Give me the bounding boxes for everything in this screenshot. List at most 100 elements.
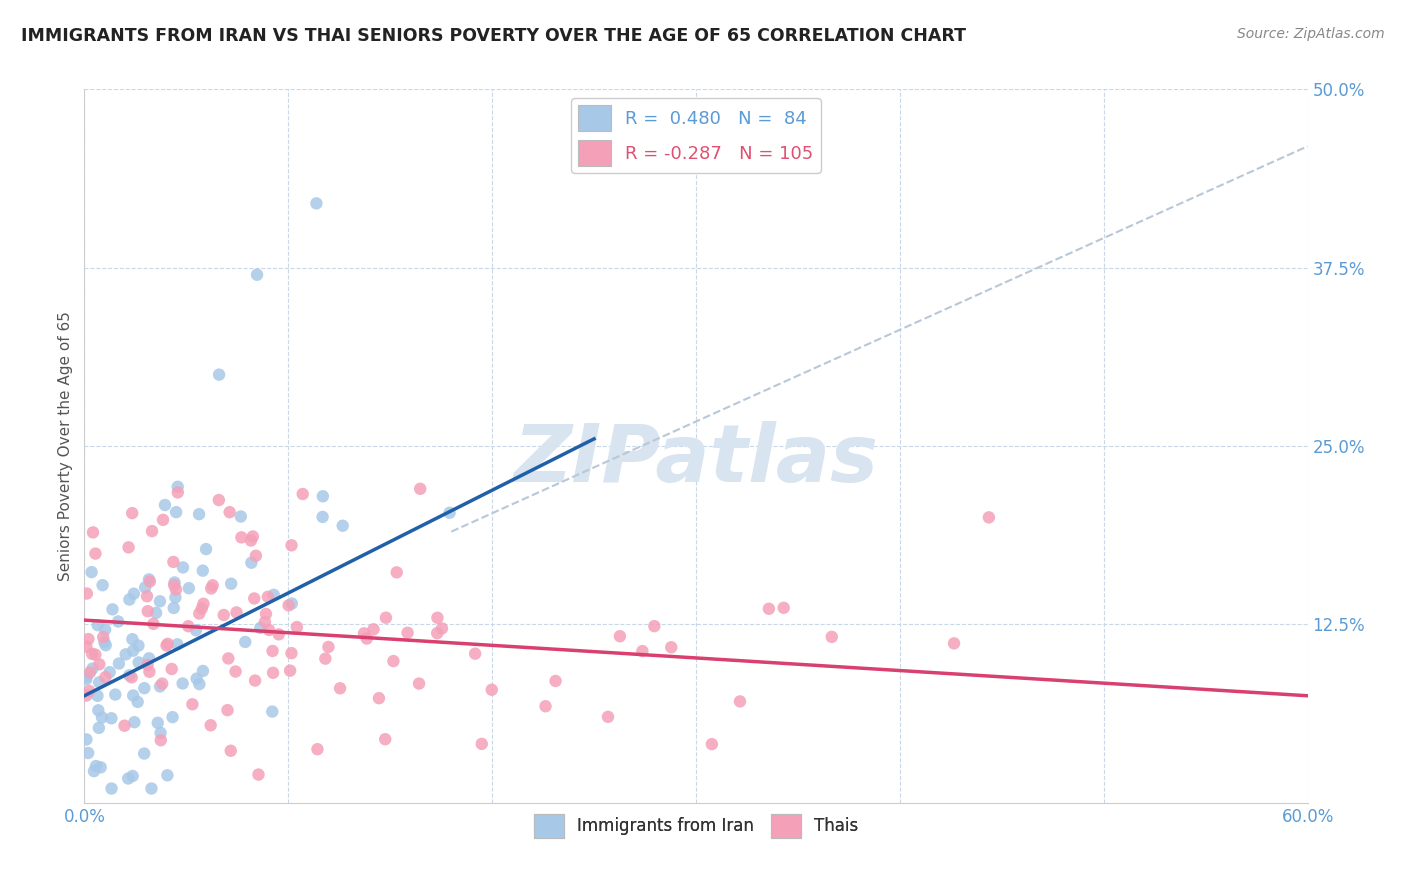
Point <box>184 624 207 638</box>
Point <box>212 607 235 622</box>
Point <box>134 681 156 695</box>
Point <box>138 651 160 665</box>
Point <box>219 576 242 591</box>
Text: Source: ZipAtlas.com: Source: ZipAtlas.com <box>1237 27 1385 41</box>
Point <box>117 541 139 555</box>
Point <box>127 639 149 653</box>
Y-axis label: Seniors Poverty Over the Age of 65: Seniors Poverty Over the Age of 65 <box>58 311 73 581</box>
Point <box>243 591 266 606</box>
Point <box>163 575 186 590</box>
Point <box>291 487 314 501</box>
Point <box>191 601 214 615</box>
Point <box>188 607 211 621</box>
Point <box>152 513 174 527</box>
Point <box>80 565 103 579</box>
Point <box>243 673 266 688</box>
Point <box>643 619 665 633</box>
Point <box>107 615 129 629</box>
Point <box>242 529 264 543</box>
Point <box>165 591 187 605</box>
Point <box>218 505 240 519</box>
Point <box>118 668 141 682</box>
Point <box>104 688 127 702</box>
Point <box>84 648 107 662</box>
Point <box>75 672 97 686</box>
Point <box>153 498 176 512</box>
Point <box>124 715 146 730</box>
Point <box>191 664 214 678</box>
Point <box>977 510 1000 524</box>
Point <box>89 675 111 690</box>
Legend: Immigrants from Iran, Thais: Immigrants from Iran, Thais <box>527 807 865 845</box>
Point <box>225 665 247 679</box>
Point <box>86 689 108 703</box>
Point <box>609 629 631 643</box>
Point <box>149 733 172 747</box>
Point <box>172 676 194 690</box>
Point <box>118 592 141 607</box>
Point <box>280 538 302 552</box>
Point <box>396 625 419 640</box>
Point <box>186 672 208 686</box>
Point <box>382 654 405 668</box>
Point <box>247 767 270 781</box>
Point <box>141 524 163 538</box>
Point <box>136 604 159 618</box>
Point <box>136 589 159 603</box>
Point <box>122 689 145 703</box>
Point <box>408 676 430 690</box>
Point <box>305 196 328 211</box>
Point <box>262 665 284 680</box>
Point <box>149 594 172 608</box>
Point <box>114 648 136 662</box>
Point <box>138 573 160 587</box>
Point <box>758 601 780 615</box>
Point <box>142 616 165 631</box>
Point <box>257 623 280 637</box>
Point <box>162 555 184 569</box>
Point <box>249 621 271 635</box>
Point <box>83 764 105 779</box>
Point <box>108 657 131 671</box>
Point <box>94 623 117 637</box>
Point <box>246 268 269 282</box>
Point <box>89 657 111 672</box>
Point <box>385 566 408 580</box>
Point <box>307 742 329 756</box>
Point <box>149 726 172 740</box>
Point <box>596 710 619 724</box>
Point <box>122 643 145 657</box>
Point <box>943 636 966 650</box>
Text: ZIPatlas: ZIPatlas <box>513 421 879 500</box>
Point <box>134 747 156 761</box>
Point <box>332 518 354 533</box>
Point <box>464 647 486 661</box>
Point <box>82 647 104 661</box>
Point <box>127 695 149 709</box>
Point <box>188 507 211 521</box>
Point <box>82 525 104 540</box>
Point <box>94 670 117 684</box>
Point <box>87 703 110 717</box>
Point <box>91 710 114 724</box>
Point <box>121 632 143 647</box>
Point <box>121 670 143 684</box>
Point <box>426 626 449 640</box>
Point <box>363 623 385 637</box>
Point <box>117 772 139 786</box>
Point <box>79 665 101 680</box>
Point <box>217 703 239 717</box>
Point <box>267 627 290 641</box>
Point <box>262 705 284 719</box>
Point <box>191 564 214 578</box>
Point <box>75 670 97 684</box>
Point <box>225 606 247 620</box>
Point <box>229 509 252 524</box>
Point <box>76 586 98 600</box>
Point <box>84 759 107 773</box>
Point <box>121 769 143 783</box>
Point <box>318 640 340 654</box>
Point <box>75 689 97 703</box>
Point <box>139 574 162 589</box>
Point <box>821 630 844 644</box>
